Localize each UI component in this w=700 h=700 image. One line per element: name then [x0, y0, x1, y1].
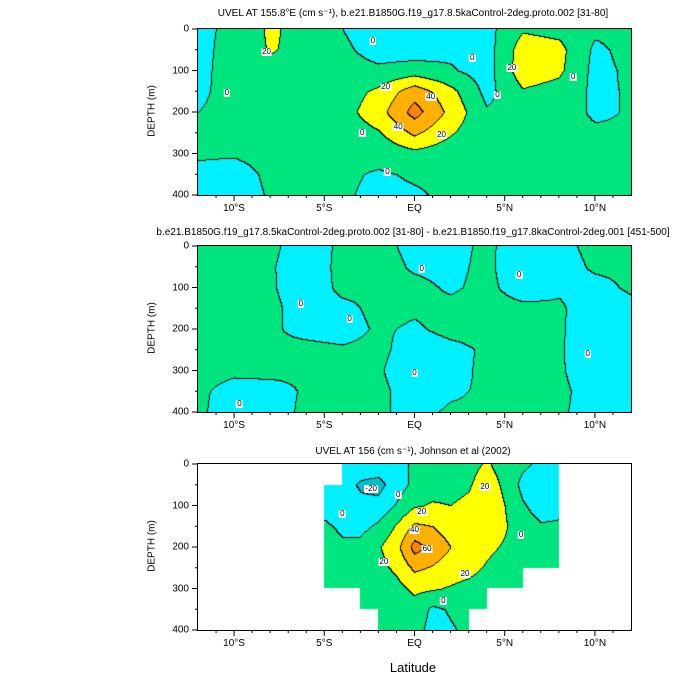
contour-label: 20 — [479, 481, 491, 491]
x-tick-label: 10°S — [223, 203, 245, 214]
y-tick-label: 200 — [172, 106, 189, 118]
contour-label: 0 — [384, 167, 391, 177]
x-tick-label: EQ — [407, 420, 422, 431]
contour-label: -20 — [364, 483, 378, 493]
panel2-axis-ticks — [192, 245, 614, 418]
panel3-contour-canvas — [198, 464, 631, 630]
x-tick-label: EQ — [407, 638, 422, 649]
contour-label: 0 — [440, 595, 447, 605]
contour-label: 0 — [418, 263, 425, 273]
y-tick-label: 0 — [183, 458, 189, 470]
contour-label: 0 — [494, 90, 501, 100]
contour-label: 0 — [346, 313, 353, 323]
panel2-contour-canvas — [198, 246, 631, 412]
contour-label: 40 — [392, 121, 404, 131]
x-tick-label: 10°S — [223, 638, 245, 649]
contour-label: 20 — [436, 129, 448, 139]
y-tick-label: 400 — [172, 624, 189, 636]
contour-label: 0 — [584, 348, 591, 358]
contour-label: 20 — [380, 82, 392, 92]
y-tick-label: 0 — [183, 240, 189, 252]
panel3-axis-ticks — [192, 463, 614, 636]
contour-label: 0 — [369, 36, 377, 46]
x-axis-label: Latitude — [389, 660, 437, 675]
contour-label: 0 — [297, 299, 305, 309]
contour-label: 0 — [515, 270, 523, 280]
y-tick-label: 300 — [172, 583, 189, 594]
x-tick-label: 10°N — [583, 638, 607, 649]
x-tick-label: 5°N — [496, 638, 514, 649]
panel1-plot-area: 10°S 5°S EQ 5°N 10°N 0 100 200 300 400 0 0 0 0 0 0 0 20 20… — [172, 24, 632, 214]
y-tick-label: 0 — [183, 23, 189, 35]
contour-label: 20 — [261, 46, 272, 56]
y-tick-label: 100 — [172, 65, 189, 76]
panel1-title: UVEL AT 155.8°E (cm s⁻¹), b.e21.B1850G.f… — [217, 8, 609, 19]
contour-label: 0 — [395, 490, 402, 500]
x-tick-label: 5°S — [316, 420, 333, 431]
y-tick-label: 400 — [172, 189, 189, 201]
x-tick-label: 10°S — [223, 420, 245, 431]
x-tick-label: EQ — [407, 203, 422, 214]
contour-label: 20 — [459, 568, 471, 578]
y-tick-label: 100 — [172, 500, 189, 511]
panel2-plot-area: 10°S 5°S EQ 5°N 10°N 0 100 200 300 400 0 0 0 0 0 0 0 — [172, 241, 632, 431]
contour-label: 60 — [421, 544, 433, 554]
panel3-y-axis-label: DEPTH (m) — [146, 520, 158, 572]
x-tick-label: 5°N — [496, 203, 514, 214]
contour-label: 20 — [416, 506, 428, 516]
panel3-plot-area: 10°S 5°S EQ 5°N 10°N 0 100 200 300 400 -20 0 0 20 40 60… — [172, 459, 632, 649]
contour-label: 40 — [409, 525, 420, 535]
contour-label: 0 — [339, 508, 346, 518]
panel2-title: b.e21.B1850G.f19_g17.8.5kaControl-2deg.p… — [156, 227, 670, 238]
x-tick-label: 5°S — [316, 203, 333, 214]
y-tick-label: 300 — [172, 148, 189, 159]
x-tick-label: 5°N — [496, 420, 514, 431]
contour-label: 0 — [570, 71, 577, 81]
contour-label: 40 — [425, 92, 437, 102]
panel1-axis-ticks — [192, 28, 614, 201]
x-tick-label: 5°S — [316, 638, 333, 649]
y-tick-label: 200 — [172, 323, 189, 335]
contour-label: 0 — [358, 127, 366, 137]
panel1-contour-canvas — [198, 29, 631, 195]
y-tick-label: 300 — [172, 365, 189, 376]
y-tick-label: 100 — [172, 282, 189, 293]
contour-label: 0 — [517, 529, 525, 539]
contour-label: 0 — [236, 398, 243, 408]
panel1-y-axis-label: DEPTH (m) — [146, 85, 158, 137]
contour-label: 0 — [223, 88, 231, 98]
contour-label: 20 — [378, 556, 390, 566]
y-tick-label: 200 — [172, 541, 189, 553]
contour-label: 20 — [506, 63, 518, 73]
panel2-y-axis-label: DEPTH (m) — [146, 302, 158, 354]
panel3-title: UVEL AT 156 (cm s⁻¹), Johnson et al (200… — [315, 446, 511, 457]
y-tick-label: 400 — [172, 406, 189, 418]
x-tick-label: 10°N — [583, 203, 607, 214]
contour-label: 0 — [411, 367, 418, 377]
contour-label: 0 — [468, 53, 476, 63]
x-tick-label: 10°N — [583, 420, 607, 431]
